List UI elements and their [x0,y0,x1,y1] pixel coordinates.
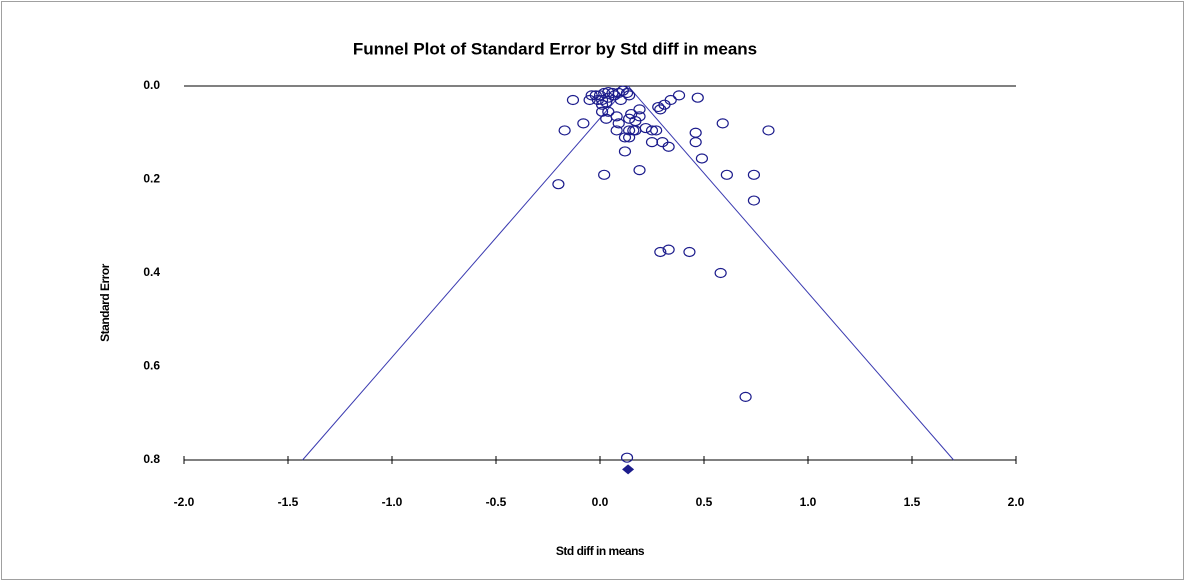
point [695,153,709,164]
point [662,141,675,152]
y-axis-label: Standard Error [98,263,112,342]
point [664,94,677,106]
point [618,132,632,143]
point [747,195,761,206]
point [739,391,752,402]
funnel-line [627,85,954,461]
y-tick-label: 0.6 [143,359,160,373]
x-tick-label: -1.5 [278,495,299,509]
point [608,90,621,101]
point [683,246,696,258]
point [689,137,702,148]
point [654,246,667,258]
point [691,92,704,103]
x-tick-label: 0.5 [696,495,713,509]
point [618,146,632,157]
point [720,169,733,180]
point [577,118,590,129]
point [672,90,686,101]
point [623,90,636,101]
point [598,169,611,180]
point [558,125,571,136]
point [645,137,659,148]
x-tick-label: 2.0 [1008,495,1025,509]
x-axis-label: Std diff in means [556,544,645,558]
point [552,179,565,190]
point [612,118,625,129]
point [623,132,636,143]
point [716,118,729,129]
point [714,267,727,279]
point [633,104,646,115]
point [602,106,615,117]
chart-title: Funnel Plot of Standard Error by Std dif… [353,39,757,58]
point [633,165,646,176]
point [600,113,613,124]
point [600,97,613,108]
point [652,101,665,113]
x-tick-label: -0.5 [486,495,507,509]
point [645,125,659,136]
x-tick-label: 0.0 [592,495,609,509]
point [747,169,761,180]
y-tick-label: 0.0 [143,78,160,92]
x-tick-label: 1.0 [800,495,817,509]
point [620,87,634,99]
summary-diamond [622,464,635,475]
point [583,94,596,106]
point [662,244,675,255]
x-tick-label: 1.5 [904,495,921,509]
y-tick-label: 0.8 [143,452,160,466]
y-tick-label: 0.2 [143,172,160,186]
point [654,104,667,115]
funnel-line [302,85,629,461]
point [762,125,775,136]
x-tick-label: -2.0 [174,495,195,509]
point [620,452,634,463]
point [566,94,580,106]
point [602,92,615,103]
point [610,125,623,136]
point [639,122,652,134]
point [689,127,702,138]
point [650,125,663,136]
x-tick-label: -1.0 [382,495,403,509]
y-tick-label: 0.4 [143,265,160,279]
